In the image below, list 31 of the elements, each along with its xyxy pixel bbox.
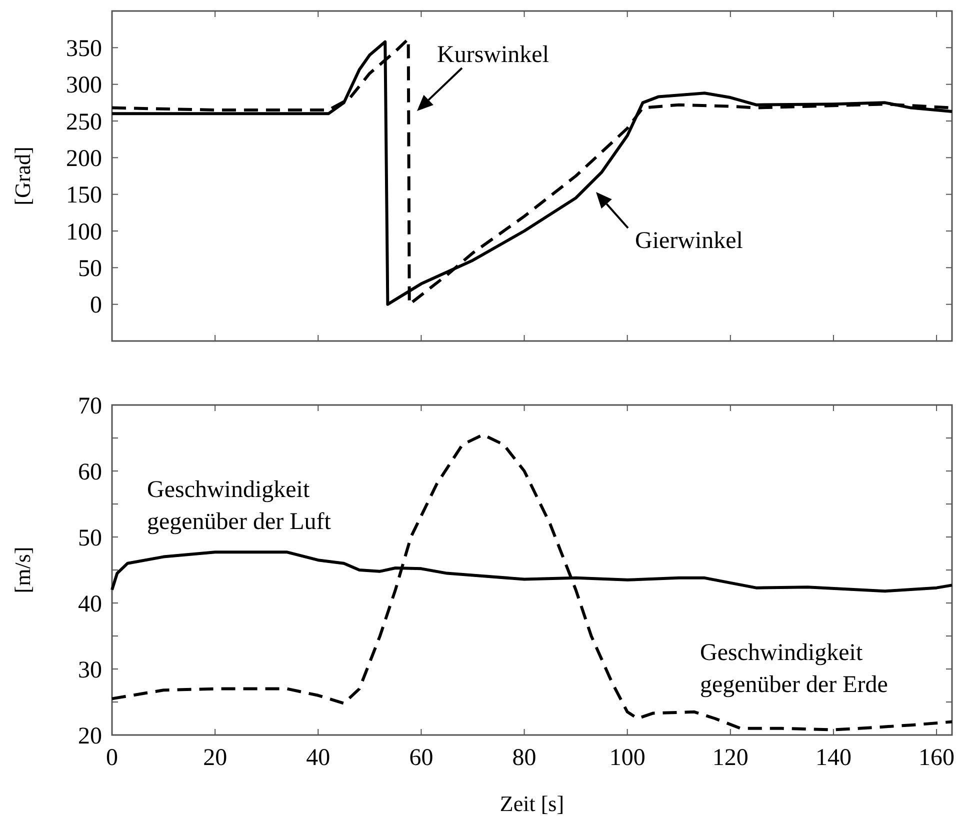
y-tick-label: 300: [66, 72, 102, 99]
x-tick-label: 140: [815, 745, 852, 771]
y-tick-label: 60: [78, 459, 102, 486]
y-axis-title: [m/s]: [10, 546, 35, 594]
series-label: Geschwindigkeit gegenüber der Luft: [147, 477, 332, 535]
y-tick-label: 250: [66, 109, 102, 136]
y-tick-label: 150: [66, 182, 102, 209]
x-tick-label: 60: [409, 745, 434, 771]
x-tick-label: 160: [918, 745, 955, 771]
x-tick-label: 120: [712, 745, 748, 771]
y-tick-label: 200: [66, 146, 102, 172]
y-tick-label: 50: [78, 525, 102, 552]
y-tick-label: 100: [66, 219, 102, 246]
series-label: Kurswinkel: [437, 42, 550, 68]
x-axis-title: Zeit [s]: [500, 791, 564, 816]
y-tick-label: 20: [78, 723, 102, 750]
x-tick-label: 20: [203, 745, 228, 771]
y-tick-label: 70: [78, 393, 102, 420]
y-tick-label: 30: [78, 657, 102, 684]
series-label: Geschwindigkeit gegenüber der Erde: [700, 640, 888, 698]
x-tick-label: 100: [609, 745, 646, 771]
x-tick-label: 40: [306, 745, 330, 771]
y-axis-title: [Grad]: [10, 146, 35, 206]
legend-label: Gierwinkel: [635, 228, 744, 254]
y-tick-label: 350: [66, 36, 102, 62]
x-tick-label: 80: [512, 745, 536, 771]
y-tick-label: 40: [78, 591, 102, 618]
y-tick-label: 50: [78, 256, 102, 282]
y-tick-label: 0: [90, 292, 102, 319]
line-series: [110, 433, 954, 732]
x-tick-label: 0: [106, 745, 118, 771]
